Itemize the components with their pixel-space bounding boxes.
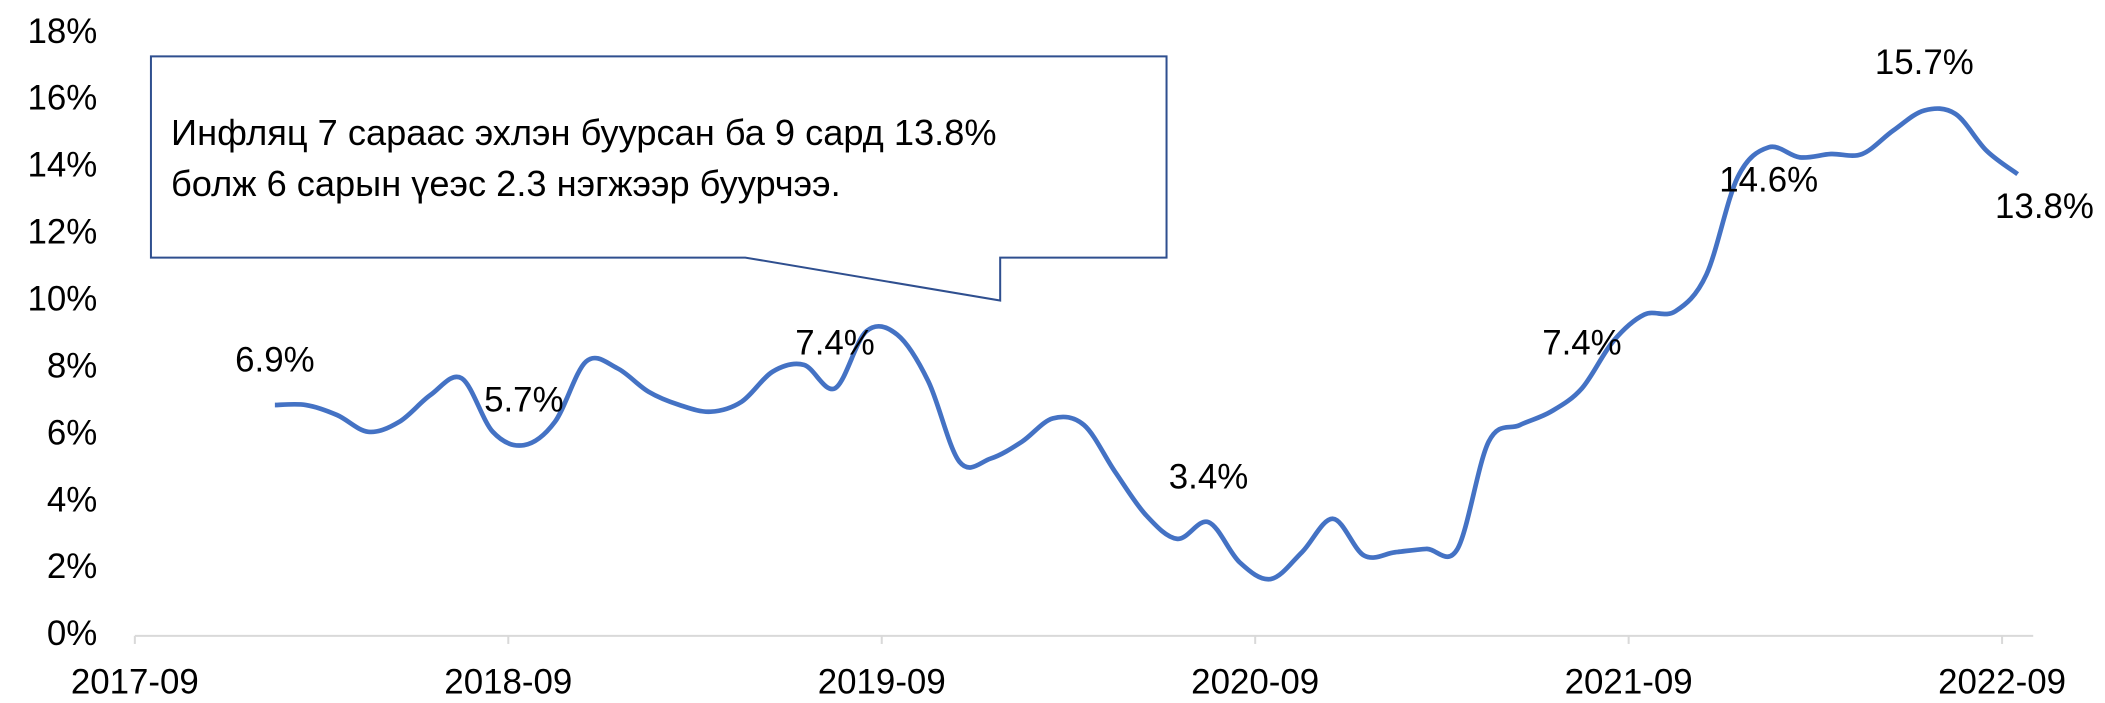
data-label: 5.7% (484, 380, 564, 419)
data-label: 14.6% (1719, 160, 1818, 199)
x-tick-label: 2021-09 (1565, 662, 1693, 701)
y-tick-label: 14% (27, 146, 97, 185)
y-tick-label: 12% (27, 213, 97, 252)
x-tick-label: 2022-09 (1938, 662, 2066, 701)
series-line (274, 106, 2020, 582)
data-label: 15.7% (1875, 43, 1974, 82)
y-tick-label: 16% (27, 79, 97, 118)
y-tick-label: 0% (47, 614, 97, 653)
x-tick-label: 2019-09 (818, 662, 946, 701)
annotation-line: болж 6 сарын үеэс 2.3 нэгжээр буурчээ. (171, 163, 841, 204)
data-label: 7.4% (1542, 324, 1622, 363)
data-label: 13.8% (1995, 187, 2094, 226)
data-label: 3.4% (1169, 457, 1248, 496)
data-label: 6.9% (235, 340, 315, 379)
y-tick-label: 8% (47, 346, 97, 385)
annotation-line: Инфляц 7 сараас эхлэн буурсан ба 9 сард … (171, 112, 997, 153)
x-tick-label: 2017-09 (71, 662, 199, 701)
data-label: 7.4% (795, 324, 874, 363)
x-tick-label: 2018-09 (444, 662, 572, 701)
callout-box (149, 55, 1168, 302)
y-tick-label: 10% (27, 279, 97, 318)
y-tick-label: 18% (27, 12, 97, 51)
y-tick-label: 2% (47, 547, 97, 586)
y-tick-label: 4% (47, 480, 97, 519)
x-tick-label: 2020-09 (1191, 662, 1319, 701)
y-tick-label: 6% (47, 413, 97, 452)
